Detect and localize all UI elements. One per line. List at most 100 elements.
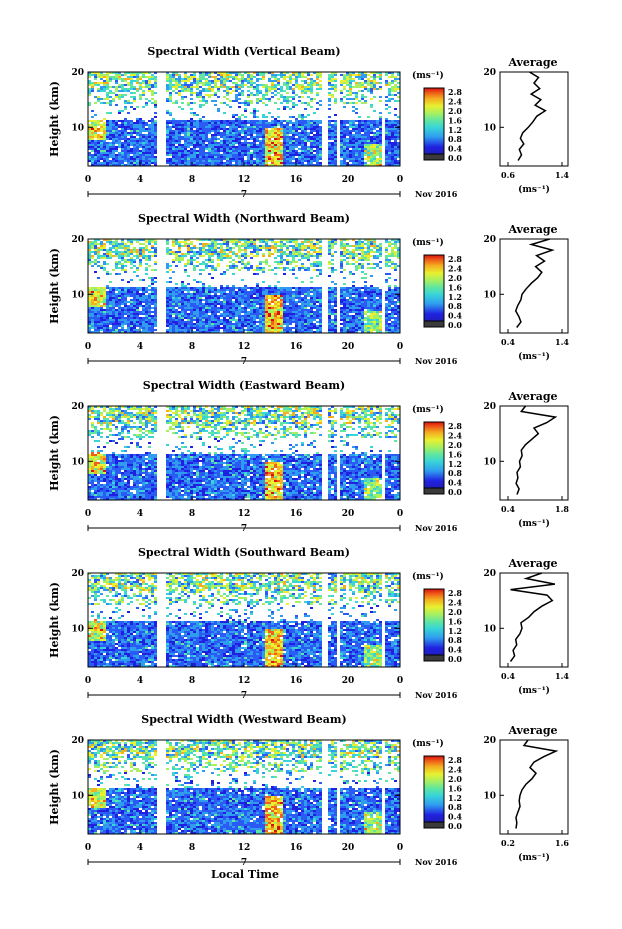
heatmap-cell <box>253 243 256 245</box>
heatmap-cell <box>280 76 283 78</box>
heatmap-cell <box>202 162 205 164</box>
heatmap-cell <box>124 128 127 130</box>
heatmap-cell <box>106 317 109 319</box>
heatmap-cell <box>181 78 184 80</box>
heatmap-cell <box>226 132 229 134</box>
heatmap-cell <box>109 309 112 311</box>
heatmap-cell <box>175 321 178 323</box>
heatmap-cell <box>361 82 364 84</box>
heatmap-cell <box>364 136 367 138</box>
heatmap-cell <box>121 325 124 327</box>
heatmap-cell <box>223 295 226 297</box>
heatmap-cell <box>145 301 148 303</box>
heatmap-cell <box>130 257 133 259</box>
heatmap-cell <box>361 96 364 98</box>
heatmap-cell <box>214 152 217 154</box>
heatmap-cell <box>217 323 220 325</box>
heatmap-cell <box>202 315 205 317</box>
heatmap-cell <box>208 307 211 309</box>
heatmap-cell <box>115 311 118 313</box>
heatmap-cell <box>250 128 253 130</box>
heatmap-cell <box>214 239 217 241</box>
heatmap-cell <box>394 150 397 152</box>
heatmap-cell <box>385 130 388 132</box>
heatmap-cell <box>199 321 202 323</box>
heatmap-cell <box>397 164 400 166</box>
heatmap-cell <box>184 309 187 311</box>
heatmap-cell <box>142 144 145 146</box>
heatmap-cell <box>94 251 97 253</box>
heatmap-cell <box>115 239 118 241</box>
heatmap-cell <box>256 90 259 92</box>
heatmap-cell <box>397 128 400 130</box>
heatmap-cell <box>205 329 208 331</box>
heatmap-cell <box>334 142 337 144</box>
heatmap-cell <box>187 327 190 329</box>
heatmap-cell <box>349 76 352 78</box>
heatmap-cell <box>355 140 358 142</box>
heatmap-cell <box>133 271 136 273</box>
heatmap-cell <box>208 72 211 74</box>
heatmap-cell <box>181 86 184 88</box>
heatmap-cell <box>217 122 220 124</box>
heatmap-cell <box>151 124 154 126</box>
heatmap-cell <box>124 90 127 92</box>
heatmap-cell <box>292 156 295 158</box>
heatmap-cell <box>118 267 121 269</box>
heatmap-cell <box>301 152 304 154</box>
heatmap-cell <box>166 160 169 162</box>
heatmap-cell <box>229 319 232 321</box>
heatmap-cell <box>352 122 355 124</box>
heatmap-cell <box>331 86 334 88</box>
heatmap-cell <box>256 247 259 249</box>
heatmap-cell <box>259 291 262 293</box>
heatmap-cell <box>145 86 148 88</box>
heatmap-cell <box>118 126 121 128</box>
heatmap-cell <box>355 150 358 152</box>
heatmap-cell <box>310 160 313 162</box>
heatmap-cell <box>151 319 154 321</box>
heatmap-cell <box>247 148 250 150</box>
heatmap-cell <box>391 150 394 152</box>
heatmap-cell <box>244 329 247 331</box>
heatmap-cell <box>115 136 118 138</box>
heatmap-cell <box>313 164 316 166</box>
heatmap-cell <box>166 249 169 251</box>
heatmap-cell <box>172 295 175 297</box>
heatmap-cell <box>340 140 343 142</box>
heatmap-cell <box>307 154 310 156</box>
heatmap-cell <box>115 90 118 92</box>
heatmap-cell <box>238 311 241 313</box>
heatmap-cell <box>94 84 97 86</box>
heatmap-cell <box>178 84 181 86</box>
heatmap-cell <box>241 239 244 241</box>
heatmap-cell <box>334 98 337 100</box>
heatmap-cell <box>142 94 145 96</box>
heatmap-cell <box>274 128 277 130</box>
heatmap-cell <box>190 132 193 134</box>
heatmap-cell <box>220 287 223 289</box>
heatmap-cell <box>259 150 262 152</box>
heatmap-cell <box>88 156 91 158</box>
heatmap-cell <box>217 74 220 76</box>
heatmap-cell <box>106 134 109 136</box>
heatmap-cell <box>193 80 196 82</box>
heatmap-cell <box>238 319 241 321</box>
heatmap-cell <box>280 164 283 166</box>
heatmap-cell <box>187 253 190 255</box>
heatmap-cell <box>181 293 184 295</box>
heatmap-cell <box>169 299 172 301</box>
heatmap-cell <box>331 84 334 86</box>
heatmap-cell <box>247 241 250 243</box>
heatmap-cell <box>199 120 202 122</box>
heatmap-cell <box>121 265 124 267</box>
heatmap-cell <box>127 313 130 315</box>
heatmap-cell <box>223 164 226 166</box>
heatmap-cell <box>127 291 130 293</box>
heatmap-cell <box>373 146 376 148</box>
heatmap-cell <box>238 293 241 295</box>
heatmap-cell <box>121 162 124 164</box>
heatmap-cell <box>106 126 109 128</box>
heatmap-cell <box>388 76 391 78</box>
heatmap-cell <box>103 158 106 160</box>
